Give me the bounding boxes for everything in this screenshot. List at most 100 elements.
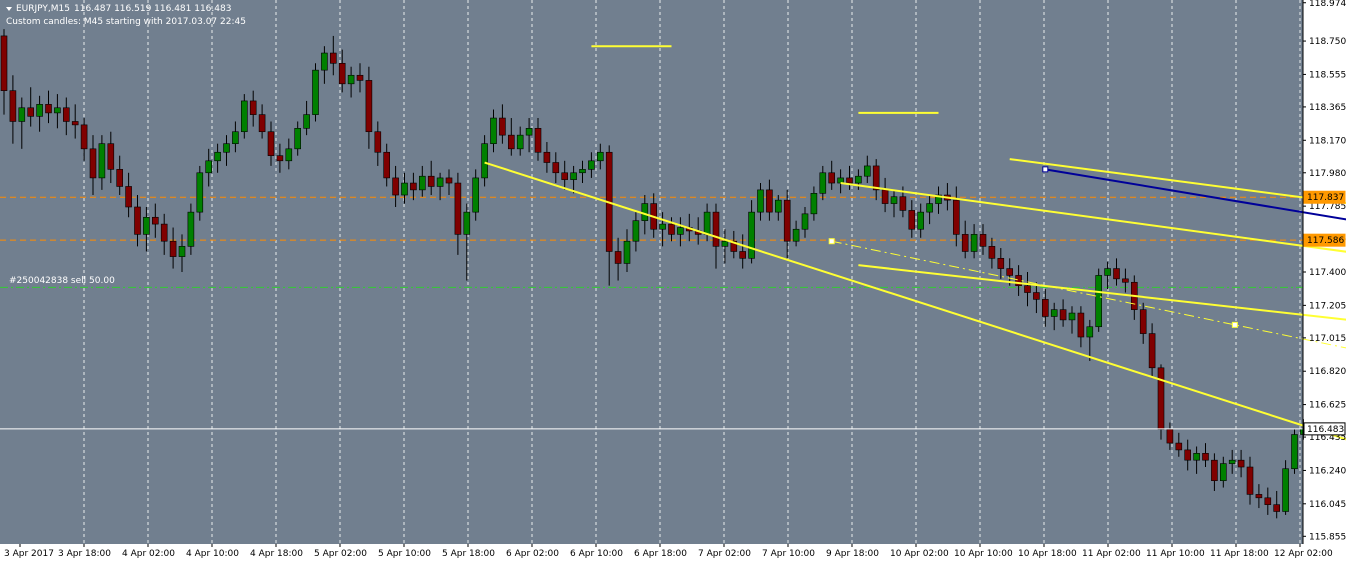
bull-candle — [18, 107, 26, 122]
bull-candle — [178, 246, 186, 257]
bull-candle — [774, 199, 782, 213]
time-tick-label: 12 Apr 02:00 — [1274, 549, 1333, 559]
bear-candle — [1015, 275, 1022, 286]
time-tick-label: 5 Apr 02:00 — [314, 549, 367, 559]
bear-candle — [872, 165, 880, 191]
bear-candle — [1077, 312, 1085, 338]
bear-candle — [329, 52, 337, 64]
time-tick-label: 4 Apr 10:00 — [186, 549, 239, 559]
bear-candle — [160, 223, 168, 242]
bear-candle — [134, 206, 141, 235]
bear-candle — [1184, 449, 1191, 461]
line-anchor-point — [1042, 166, 1049, 173]
bear-candle — [1059, 309, 1067, 321]
price-tick-label: 118.750 — [1309, 37, 1346, 47]
current-price-tag-text: 116.483 — [1307, 425, 1344, 435]
bear-candle — [89, 148, 97, 179]
bull-candle — [347, 74, 355, 85]
price-axis: 118.974 118.750 118.555 118.365 118.170 117.9… — [1302, 0, 1346, 544]
bull-candle — [721, 240, 729, 247]
channel-trend-line — [484, 161, 1346, 441]
bull-candle — [1095, 275, 1102, 328]
bull-candle — [1291, 434, 1298, 470]
order-label[interactable]: #250042838 sell 50.00 — [9, 276, 115, 286]
bull-candle — [810, 193, 818, 215]
bull-candle — [312, 69, 319, 115]
bear-candle — [27, 107, 35, 117]
level-price-tag-box — [1303, 233, 1346, 247]
bear-candle — [1157, 367, 1165, 430]
symbol-label: EURJPY,M15 — [16, 4, 70, 14]
bear-candle — [249, 100, 257, 115]
bear-candle — [961, 234, 969, 252]
bear-candle — [1113, 268, 1120, 280]
bull-candle — [1228, 459, 1236, 464]
bear-candle — [454, 182, 462, 235]
price-tick-label: 118.365 — [1309, 103, 1346, 113]
chevron-down-icon[interactable] — [6, 7, 12, 11]
bear-candle — [1273, 504, 1280, 512]
bear-candle — [1246, 466, 1254, 495]
bull-candle — [1193, 453, 1200, 461]
symbol-header: EURJPY,M15 116.487 116.519 116.481 116.4… — [6, 4, 231, 14]
price-tick-label: 117.015 — [1309, 334, 1346, 344]
trend-trend-line — [1045, 168, 1346, 221]
bear-candle — [997, 258, 1005, 269]
price-tags: 117.837 117.586 116.483 — [1303, 190, 1346, 436]
bear-candle — [1042, 299, 1049, 317]
bull-candle — [525, 128, 533, 136]
bull-candle — [917, 211, 925, 230]
bull-candle — [819, 172, 827, 194]
ohlc-values: 116.487 116.519 116.481 116.483 — [74, 4, 232, 14]
bear-candle — [427, 175, 435, 187]
bull-candle — [890, 196, 898, 204]
custom-candles-subtitle: Custom candles: M45 starting with 2017.0… — [6, 17, 246, 27]
bear-candle — [125, 186, 132, 208]
bull-candle — [472, 177, 480, 213]
bull-candle — [54, 107, 61, 114]
bear-candle — [276, 155, 284, 162]
bear-candle — [9, 90, 17, 122]
channel-trend-line — [1009, 158, 1346, 205]
bull-candle — [418, 175, 426, 191]
bear-candle — [71, 121, 79, 126]
price-tick-label: 116.820 — [1309, 367, 1346, 377]
time-tick-label: 7 Apr 02:00 — [698, 549, 751, 559]
bull-candle — [36, 104, 43, 117]
price-tick-label: 118.555 — [1309, 70, 1346, 80]
bull-candle — [863, 165, 871, 177]
bear-candle — [1202, 453, 1209, 461]
bear-candle — [1033, 292, 1040, 300]
bull-candle — [303, 114, 310, 129]
bear-candle — [899, 196, 907, 211]
level-price-tag-box — [1303, 190, 1346, 204]
bear-candle — [507, 134, 515, 150]
time-tick-label: 3 Apr 2017 — [4, 549, 54, 559]
price-tick-label: 115.855 — [1309, 532, 1346, 542]
bull-candle — [935, 194, 942, 204]
bull-candle — [792, 228, 800, 242]
bear-candle — [392, 177, 399, 196]
channel-trend-line — [858, 264, 1346, 321]
trend-lines[interactable] — [484, 45, 1346, 537]
bear-candle — [374, 131, 382, 153]
bear-candle — [107, 143, 115, 170]
time-tick-label: 6 Apr 02:00 — [506, 549, 559, 559]
bear-candle — [828, 172, 836, 184]
bear-candle — [543, 151, 551, 163]
bear-candle — [365, 80, 373, 133]
bull-candle — [294, 128, 302, 150]
bull-candle — [1104, 268, 1111, 276]
price-tick-label: 116.240 — [1309, 466, 1346, 476]
bull-candle — [143, 216, 150, 235]
bull-candle — [801, 213, 809, 230]
bear-candle — [614, 251, 622, 264]
bull-candle — [855, 175, 862, 184]
bear-candle — [356, 74, 364, 81]
bull-candle — [463, 211, 471, 235]
bear-candle — [45, 104, 52, 114]
time-tick-label: 10 Apr 10:00 — [954, 549, 1013, 559]
bull-candle — [641, 203, 649, 221]
bear-candle — [730, 240, 738, 252]
